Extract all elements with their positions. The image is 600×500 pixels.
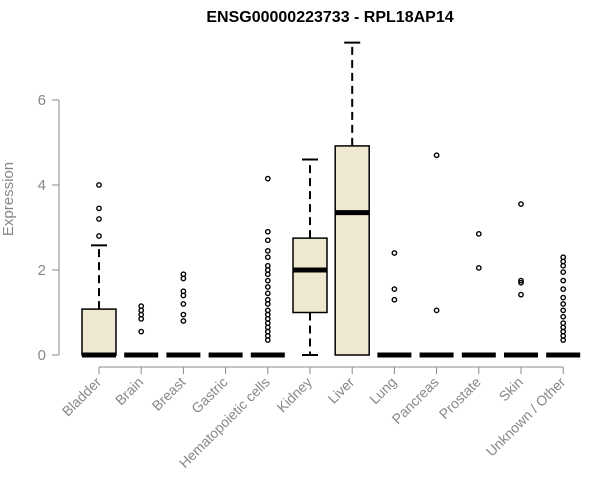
y-tick-label: 6 bbox=[38, 92, 46, 109]
box-rect bbox=[334, 145, 370, 356]
outlier-point bbox=[96, 216, 102, 222]
outlier-point bbox=[560, 307, 567, 314]
x-tick-label: Liver bbox=[325, 374, 358, 407]
x-tick-label: Brain bbox=[112, 374, 146, 408]
outlier-point bbox=[264, 290, 271, 297]
outlier-point bbox=[518, 279, 524, 286]
outlier-point bbox=[96, 205, 102, 212]
box-hematopoietic-cells bbox=[250, 175, 285, 358]
y-tick-label: 0 bbox=[38, 347, 46, 364]
outlier-point bbox=[264, 254, 271, 261]
box-pancreas bbox=[419, 152, 454, 358]
outlier-point bbox=[475, 230, 482, 237]
outlier-point bbox=[138, 303, 145, 310]
box-liver bbox=[334, 41, 370, 356]
box-prostate bbox=[461, 230, 496, 358]
outlier-point bbox=[518, 201, 524, 208]
box-rect bbox=[81, 308, 117, 356]
outlier-point bbox=[180, 271, 187, 278]
outlier-point bbox=[433, 307, 440, 314]
outlier-point bbox=[560, 320, 567, 327]
box-rect bbox=[292, 237, 328, 314]
outlier-point bbox=[180, 301, 187, 307]
outlier-point bbox=[96, 233, 102, 239]
x-tick-label: Breast bbox=[149, 374, 189, 414]
box-skin bbox=[504, 201, 538, 358]
x-tick-label: Skin bbox=[496, 374, 527, 405]
outlier-point bbox=[433, 152, 440, 159]
box-brain bbox=[124, 303, 159, 358]
outlier-point bbox=[180, 318, 187, 324]
outlier-point bbox=[96, 182, 102, 188]
outlier-point bbox=[391, 286, 398, 293]
outlier-point bbox=[391, 296, 398, 303]
y-axis-label: Expression bbox=[0, 162, 17, 236]
outlier-point bbox=[560, 254, 567, 261]
outlier-point bbox=[180, 288, 187, 295]
outlier-point bbox=[475, 264, 482, 271]
x-tick-label: Bladder bbox=[59, 374, 105, 420]
y-axis: 0 2 4 6 bbox=[38, 92, 60, 364]
outlier-point bbox=[518, 291, 524, 298]
outlier-point bbox=[264, 237, 271, 244]
outlier-point bbox=[264, 307, 271, 314]
outlier-point bbox=[264, 296, 271, 303]
outlier-point bbox=[180, 311, 187, 318]
box-kidney bbox=[292, 158, 328, 356]
x-tick-label: Lung bbox=[366, 374, 399, 407]
outlier-point bbox=[560, 269, 567, 276]
y-tick-label: 4 bbox=[38, 177, 46, 194]
outlier-point bbox=[560, 294, 567, 301]
outlier-point bbox=[264, 228, 271, 235]
box-group bbox=[81, 41, 581, 358]
outlier-point bbox=[560, 277, 567, 284]
chart-title: ENSG00000223733 - RPL18AP14 bbox=[206, 9, 453, 26]
outlier-point bbox=[560, 313, 567, 320]
outlier-point bbox=[264, 247, 271, 254]
box-unknown-other bbox=[546, 254, 581, 358]
box-breast bbox=[166, 271, 201, 358]
outlier-point bbox=[518, 277, 524, 284]
outlier-point bbox=[560, 301, 567, 307]
outlier-point bbox=[264, 277, 271, 284]
outlier-point bbox=[560, 286, 567, 293]
box-bladder bbox=[81, 182, 117, 358]
x-tick-label: Unknown / Other bbox=[483, 374, 569, 460]
y-tick-label: 2 bbox=[38, 262, 46, 279]
outlier-point bbox=[264, 284, 271, 290]
x-tick-label: Prostate bbox=[436, 374, 484, 422]
outlier-point bbox=[264, 262, 271, 269]
outlier-point bbox=[264, 175, 271, 182]
box-lung bbox=[377, 250, 412, 358]
outlier-point bbox=[391, 250, 398, 256]
x-tick-label: Pancreas bbox=[389, 374, 442, 427]
outlier-point bbox=[138, 328, 145, 335]
x-tick-label: Kidney bbox=[274, 374, 316, 416]
